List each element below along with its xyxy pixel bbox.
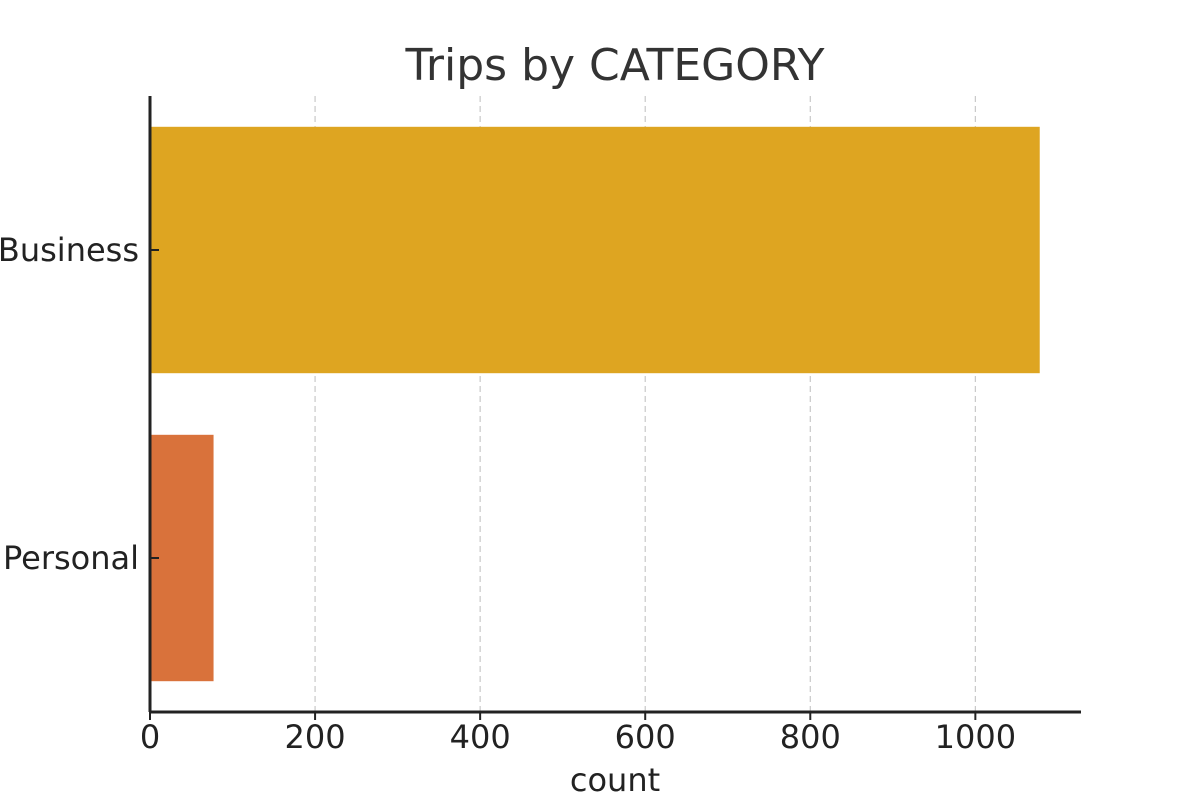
x-tick-label: 400: [450, 718, 511, 756]
bar-personal: [150, 434, 214, 682]
category-label-personal: Personal: [3, 539, 139, 577]
y-category-labels: Business Personal: [0, 231, 159, 577]
axes: [148, 96, 1081, 714]
x-tick-label: 800: [780, 718, 841, 756]
category-label-business: Business: [0, 231, 139, 269]
chart-title: Trips by CATEGORY: [405, 40, 825, 91]
x-ticks: 0 200 400 600 800 1000: [140, 712, 1016, 756]
bar-business: [150, 126, 1040, 374]
x-tick-label: 600: [615, 718, 676, 756]
bars: [150, 126, 1040, 682]
x-tick-label: 0: [140, 718, 160, 756]
x-tick-label: 1000: [935, 718, 1016, 756]
x-tick-label: 200: [285, 718, 346, 756]
x-axis-label: count: [570, 761, 660, 799]
